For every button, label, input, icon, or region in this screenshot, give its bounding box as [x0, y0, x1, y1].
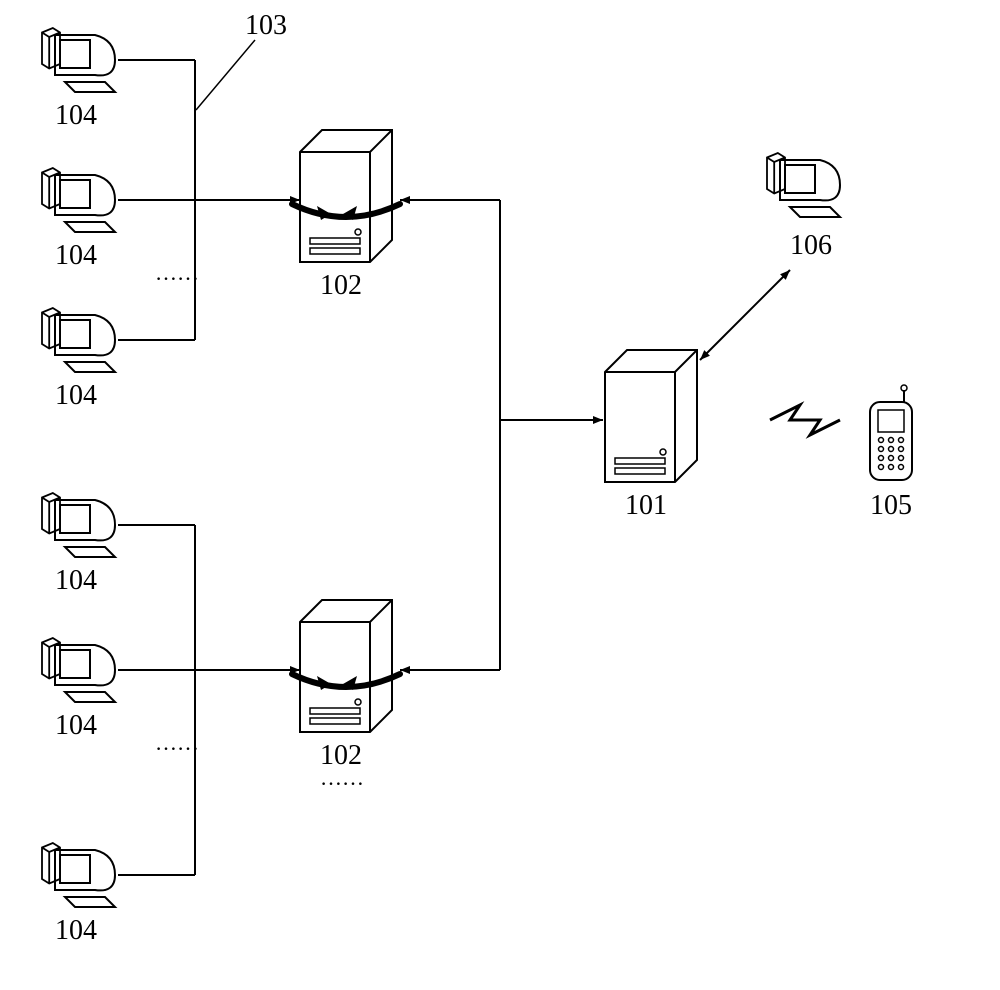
workstation-icon	[42, 493, 115, 557]
label-104: 104	[55, 100, 97, 132]
workstation-icon	[42, 168, 115, 232]
workstation-icon	[42, 28, 115, 92]
workstation-icon	[42, 843, 115, 907]
label-102: 102	[320, 270, 362, 302]
label-101: 101	[625, 490, 667, 522]
mobile-icon	[870, 385, 912, 480]
label-102: 102	[320, 740, 362, 772]
server-icon	[292, 130, 400, 262]
server-icon	[292, 600, 400, 732]
label-104: 104	[55, 710, 97, 742]
label-104: 104	[55, 380, 97, 412]
label-103: 103	[245, 10, 287, 42]
wireless-bolt	[770, 405, 840, 435]
network-diagram: ………………	[0, 0, 1000, 990]
label-106: 106	[790, 230, 832, 262]
workstation-icon	[42, 638, 115, 702]
ellipsis: ……	[155, 260, 199, 285]
workstation-icon	[767, 153, 840, 217]
leader-103	[196, 40, 255, 110]
label-104: 104	[55, 915, 97, 947]
bidir-link	[700, 270, 790, 360]
label-104: 104	[55, 240, 97, 272]
label-104: 104	[55, 565, 97, 597]
workstation-icon	[42, 308, 115, 372]
label-105: 105	[870, 490, 912, 522]
ellipsis: ……	[155, 730, 199, 755]
server-icon	[605, 350, 697, 482]
